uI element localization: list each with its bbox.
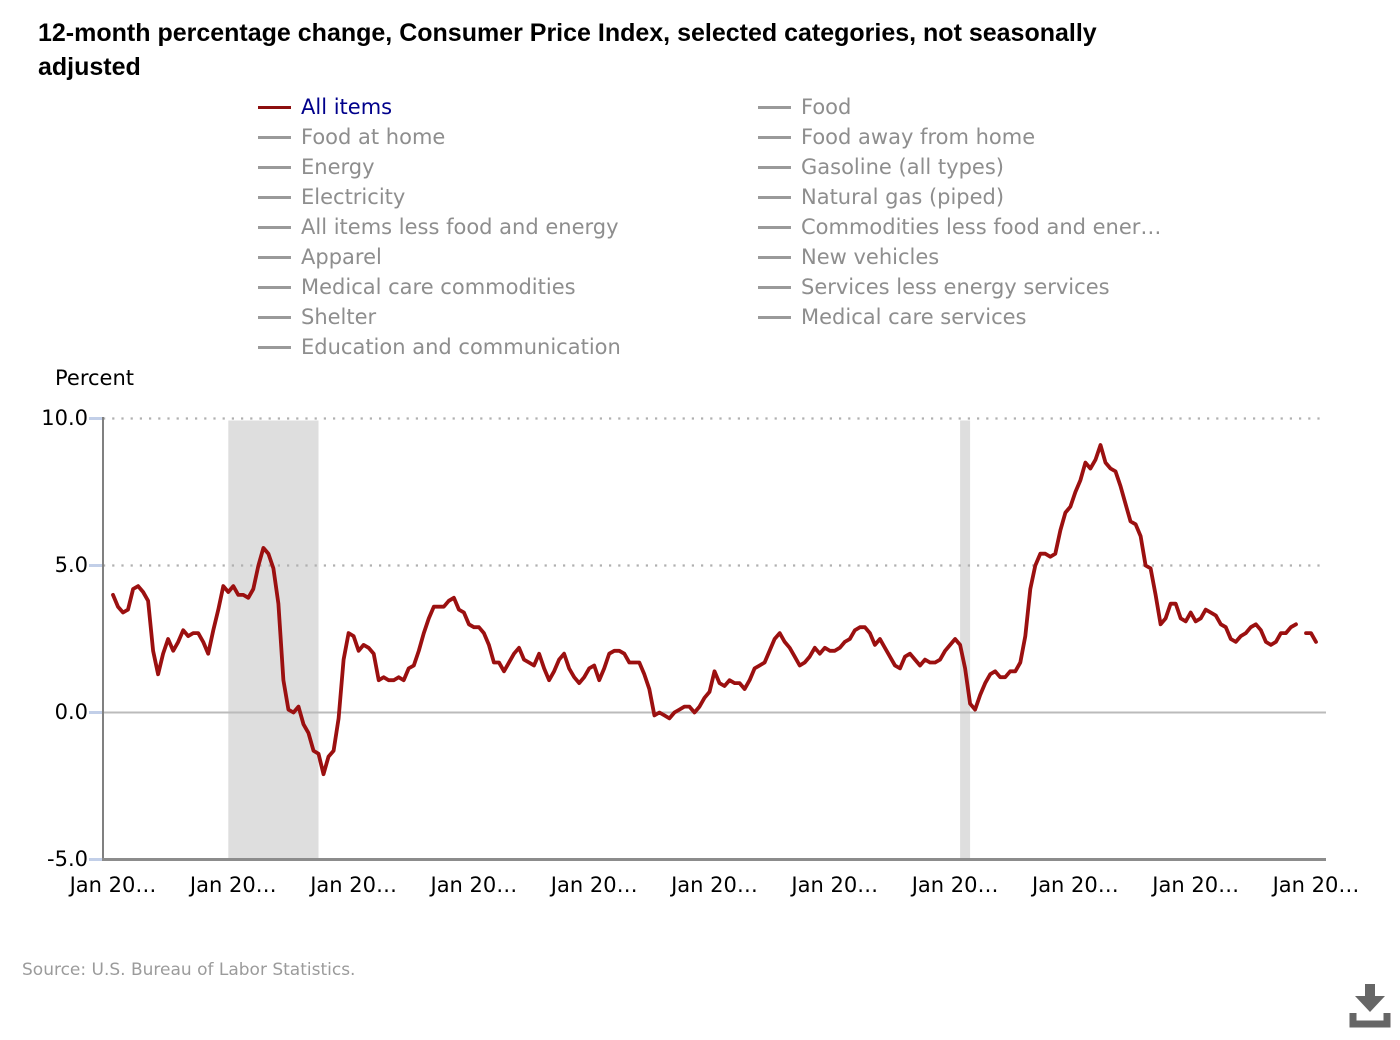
legend-item-food-at-home[interactable]: Food at home [258, 122, 621, 152]
y-tick-label: 0.0 [54, 700, 88, 724]
legend-item-food[interactable]: Food [758, 92, 1161, 122]
x-tick-label: Jan 20… [1272, 873, 1360, 897]
legend-item-medical-care-commodities[interactable]: Medical care commodities [258, 272, 621, 302]
recession-band [228, 420, 319, 858]
legend-item-label: Electricity [301, 185, 406, 209]
legend-line-swatch-icon [258, 195, 291, 199]
legend-line-swatch-icon [258, 165, 291, 169]
legend-item-label: Medical care services [801, 305, 1027, 329]
x-tick-label: Jan 20… [189, 873, 277, 897]
x-tick-label: Jan 20… [430, 873, 518, 897]
x-tick-label: Jan 20… [69, 873, 157, 897]
legend-item-energy[interactable]: Energy [258, 152, 621, 182]
legend-line-swatch-icon [258, 345, 291, 349]
x-tick-label: Jan 20… [550, 873, 638, 897]
legend-item-label: Food [801, 95, 852, 119]
legend-line-swatch-icon [758, 195, 791, 199]
legend-item-label: Gasoline (all types) [801, 155, 1004, 179]
legend-item-label: Food away from home [801, 125, 1036, 149]
y-tick-label: 5.0 [54, 553, 88, 577]
legend-line-swatch-icon [258, 225, 291, 229]
legend-item-label: Shelter [301, 305, 377, 329]
legend-item-all-items[interactable]: All items [258, 92, 621, 122]
legend-line-swatch-icon [758, 225, 791, 229]
legend-column-1: All items Food at home Energy Electricity Al… [258, 92, 621, 362]
legend-item-label: Energy [301, 155, 375, 179]
x-tick-label: Jan 20… [671, 873, 758, 897]
legend-line-swatch-icon [258, 255, 291, 259]
legend-item-all-items-less-food-and-energy[interactable]: All items less food and energy [258, 212, 621, 242]
legend-item-label: Medical care commodities [301, 275, 576, 299]
download-arrow-head [1355, 996, 1385, 1012]
x-tick-label: Jan 20… [1152, 873, 1240, 897]
legend-item-natural-gas-piped[interactable]: Natural gas (piped) [758, 182, 1161, 212]
x-tick-label: Jan 20… [791, 873, 879, 897]
legend-item-apparel[interactable]: Apparel [258, 242, 621, 272]
legend-item-label: Apparel [301, 245, 382, 269]
legend-line-swatch-icon [258, 105, 291, 109]
download-button[interactable] [1344, 978, 1396, 1032]
x-tick-label: Jan 20… [911, 873, 999, 897]
legend-item-medical-care-services[interactable]: Medical care services [758, 302, 1161, 332]
legend-line-swatch-icon [258, 285, 291, 289]
legend-line-swatch-icon [758, 285, 791, 289]
legend-item-label: New vehicles [801, 245, 940, 269]
legend-item-label: All items less food and energy [301, 215, 619, 239]
y-axis-title: Percent [55, 366, 135, 390]
y-tick-label: -5.0 [47, 847, 88, 871]
legend-line-swatch-icon [758, 165, 791, 169]
legend-item-label: Services less energy services [801, 275, 1110, 299]
chart-title: 12-month percentage change, Consumer Pri… [38, 19, 1097, 81]
legend-line-swatch-icon [758, 135, 791, 139]
download-arrow-stem [1365, 984, 1375, 997]
legend-column-2: Food Food away from home Gasoline (all typ… [758, 92, 1161, 332]
x-tick-label: Jan 20… [1032, 873, 1119, 897]
legend-item-shelter[interactable]: Shelter [258, 302, 621, 332]
legend-line-swatch-icon [258, 315, 291, 319]
series-line-all-items [111, 443, 1318, 777]
download-tray [1349, 1013, 1391, 1028]
legend-item-label: Commodities less food and ener… [801, 215, 1162, 239]
y-tick-label: 10.0 [41, 406, 88, 430]
legend-item-label: Natural gas (piped) [801, 185, 1005, 209]
legend-item-new-vehicles[interactable]: New vehicles [758, 242, 1161, 272]
legend-item-education-and-communication[interactable]: Education and communication [258, 332, 621, 362]
legend-line-swatch-icon [258, 135, 291, 139]
legend-item-commodities-less-food-and-ener[interactable]: Commodities less food and ener… [758, 212, 1161, 242]
legend-item-label: Education and communication [301, 335, 621, 359]
legend-item-food-away-from-home[interactable]: Food away from home [758, 122, 1161, 152]
legend-line-swatch-icon [758, 255, 791, 259]
legend-item-label: All items [301, 95, 393, 119]
legend-item-electricity[interactable]: Electricity [258, 182, 621, 212]
download-icon [1349, 984, 1391, 1028]
legend-item-gasoline-all-types[interactable]: Gasoline (all types) [758, 152, 1161, 182]
legend-item-services-less-energy-services[interactable]: Services less energy services [758, 272, 1161, 302]
legend-line-swatch-icon [758, 315, 791, 319]
legend-line-swatch-icon [758, 105, 791, 109]
source-note: Source: U.S. Bureau of Labor Statistics. [22, 960, 356, 980]
recession-band [960, 420, 971, 858]
x-tick-label: Jan 20… [310, 873, 397, 897]
legend-item-label: Food at home [301, 125, 446, 149]
